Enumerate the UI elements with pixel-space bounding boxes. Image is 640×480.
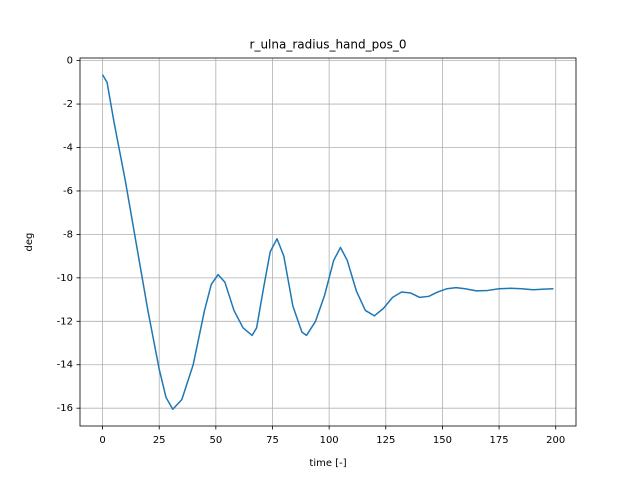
x-tick-label: 150 xyxy=(433,435,452,446)
chart-title: r_ulna_radius_hand_pos_0 xyxy=(250,38,407,52)
y-tick-label: -4 xyxy=(63,143,73,154)
y-tick-label: -6 xyxy=(63,186,73,197)
data-line xyxy=(101,74,554,411)
x-tick-label: 50 xyxy=(209,435,222,446)
x-tick-label: 0 xyxy=(99,435,105,446)
x-tick-label: 175 xyxy=(490,435,509,446)
x-axis-label: time [-] xyxy=(309,458,346,469)
y-tick-label: -2 xyxy=(63,99,73,110)
x-tick-label: 100 xyxy=(320,435,339,446)
y-tick-label: -10 xyxy=(57,273,73,284)
y-tick-label: -8 xyxy=(63,229,73,240)
plot-frame xyxy=(79,57,577,427)
x-tick-label: 25 xyxy=(153,435,166,446)
y-tick-label: -12 xyxy=(57,316,73,327)
y-axis-label: deg xyxy=(24,233,35,252)
y-tick-label: 0 xyxy=(67,56,73,67)
x-tick-label: 125 xyxy=(376,435,395,446)
x-tick-label: 200 xyxy=(546,435,565,446)
y-tick-label: -14 xyxy=(57,360,73,371)
y-tick-label: -16 xyxy=(57,403,73,414)
x-tick-label: 75 xyxy=(266,435,279,446)
